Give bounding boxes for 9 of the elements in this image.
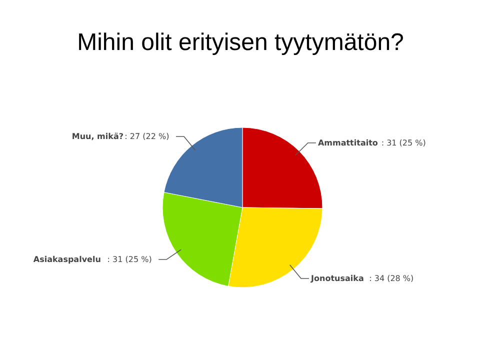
data-label: : 31 (25 %) bbox=[381, 138, 426, 148]
chart-title: Mihin olit erityisen tyytymätön? bbox=[77, 29, 404, 56]
slice-label: Asiakaspalvelu bbox=[33, 254, 102, 264]
slice-label: Muu, mikä? bbox=[72, 132, 124, 142]
data-label: : 31 (25 %) bbox=[107, 254, 152, 264]
data-label: : 34 (28 %) bbox=[369, 274, 414, 283]
slice-label: Ammattitaito bbox=[318, 138, 378, 148]
data-label: : 27 (22 %) bbox=[124, 132, 170, 142]
slice-label: Jonotusaika bbox=[310, 274, 364, 283]
